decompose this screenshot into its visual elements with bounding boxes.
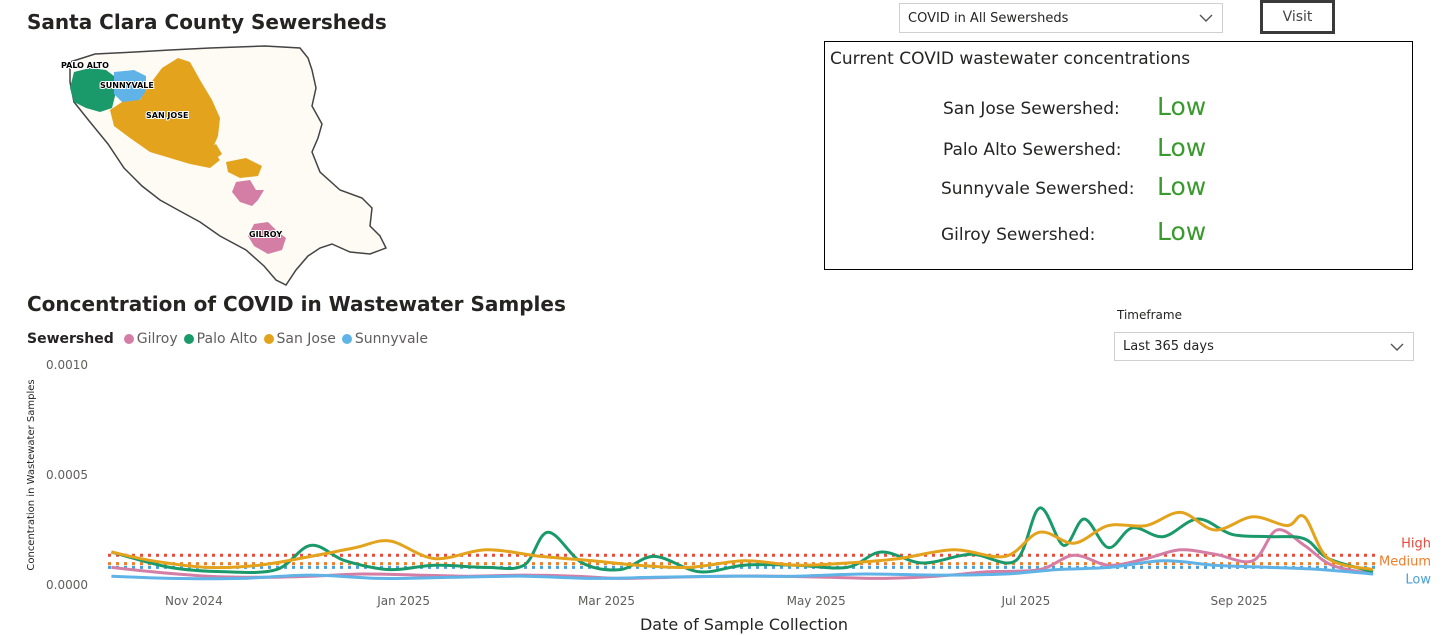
y-tick-label: 0.0010 [46, 358, 88, 372]
series-lines[interactable] [111, 506, 1374, 581]
chevron-down-icon [1199, 14, 1213, 22]
morgan-hill-region[interactable] [232, 180, 264, 206]
y-axis: 0.0000 0.0005 0.0010 [46, 358, 88, 592]
legend-dot-palo-alto [183, 334, 194, 344]
legend-dot-gilroy [123, 334, 134, 344]
current-concentrations-title: Current COVID wastewater concentrations [830, 49, 1191, 69]
legend-label-san-jose: San Jose [276, 331, 336, 347]
timeframe-dropdown[interactable]: Last 365 days [1114, 332, 1414, 361]
x-tick-label: Jan 2025 [376, 594, 430, 608]
san-jose-region[interactable] [110, 58, 220, 168]
legend-item-sunnyvale[interactable]: Sunnyvale [341, 331, 429, 347]
label-gilroy: GILROY [249, 230, 282, 239]
chart-title: Concentration of COVID in Wastewater Sam… [27, 292, 566, 316]
y-tick-label: 0.0000 [46, 578, 88, 592]
visit-button[interactable]: Visit [1260, 0, 1335, 34]
series-line-gilroy[interactable] [111, 528, 1374, 580]
chart-legend: Sewershed Gilroy Palo Alto San Jose Sunn… [27, 331, 434, 347]
sewershed-map[interactable]: PALO ALTO SUNNYVALE SAN JOSE GILROY [50, 40, 395, 290]
gilroy-label: Gilroy Sewershed: [941, 225, 1096, 245]
sunnyvale-label: Sunnyvale Sewershed: [941, 179, 1135, 199]
legend-dot-sunnyvale [341, 334, 352, 344]
label-palo-alto: PALO ALTO [61, 61, 109, 70]
x-tick-label: Jul 2025 [1000, 594, 1050, 608]
legend-item-san-jose[interactable]: San Jose [263, 331, 336, 347]
x-tick-label: Nov 2024 [165, 594, 223, 608]
y-tick-label: 0.0005 [46, 468, 88, 482]
palo-alto-label: Palo Alto Sewershed: [943, 140, 1122, 160]
series-line-palo-alto[interactable] [111, 506, 1374, 574]
gilroy-value: Low [1157, 217, 1207, 246]
x-tick-label: Mar 2025 [578, 594, 635, 608]
label-san-jose: SAN JOSE [146, 111, 188, 120]
threshold-lines: High Medium Low [108, 536, 1431, 587]
legend-label-palo-alto: Palo Alto [196, 331, 258, 347]
chevron-down-icon [1390, 343, 1404, 351]
palo-alto-region[interactable] [70, 68, 116, 112]
sewershed-filter-value: COVID in All Sewersheds [908, 10, 1069, 26]
gilroy-region[interactable] [248, 222, 286, 254]
sewershed-filter-dropdown[interactable]: COVID in All Sewersheds [899, 3, 1223, 33]
threshold-label-low: Low [1405, 572, 1431, 587]
san-jose-value: Low [1157, 92, 1207, 121]
timeframe-label: Timeframe [1117, 308, 1182, 322]
concentration-line-chart[interactable]: 0.0000 0.0005 0.0010 Nov 2024 Jan 2025 Mar 2… [0, 355, 1456, 635]
x-tick-label: Sep 2025 [1211, 594, 1268, 608]
threshold-label-high: High [1401, 536, 1431, 551]
y-axis-label: Concentration in Wastewater Samples [26, 379, 37, 570]
legend-item-gilroy[interactable]: Gilroy [123, 331, 178, 347]
threshold-label-medium: Medium [1379, 555, 1431, 570]
timeframe-value: Last 365 days [1123, 339, 1214, 354]
legend-item-palo-alto[interactable]: Palo Alto [183, 331, 258, 347]
legend-label-sunnyvale: Sunnyvale [354, 331, 429, 347]
sunnyvale-value: Low [1157, 172, 1207, 201]
san-jose-region-south[interactable] [202, 144, 222, 160]
x-axis: Nov 2024 Jan 2025 Mar 2025 May 2025 Jul 2025… [165, 594, 1267, 608]
map-title: Santa Clara County Sewersheds [27, 10, 387, 34]
legend-label-gilroy: Gilroy [136, 331, 178, 347]
legend-dot-san-jose [263, 334, 274, 344]
x-axis-label: Date of Sample Collection [640, 615, 848, 634]
series-line-san-jose[interactable] [111, 510, 1374, 572]
current-concentrations-panel: Current COVID wastewater concentrations … [824, 41, 1413, 270]
label-sunnyvale: SUNNYVALE [100, 81, 154, 90]
san-jose-region-east[interactable] [226, 158, 262, 178]
san-jose-label: San Jose Sewershed: [943, 99, 1120, 119]
legend-title: Sewershed [27, 331, 114, 347]
x-tick-label: May 2025 [787, 594, 846, 608]
sunnyvale-region[interactable] [114, 70, 146, 102]
series-line-sunnyvale[interactable] [111, 559, 1374, 581]
palo-alto-value: Low [1157, 133, 1207, 162]
